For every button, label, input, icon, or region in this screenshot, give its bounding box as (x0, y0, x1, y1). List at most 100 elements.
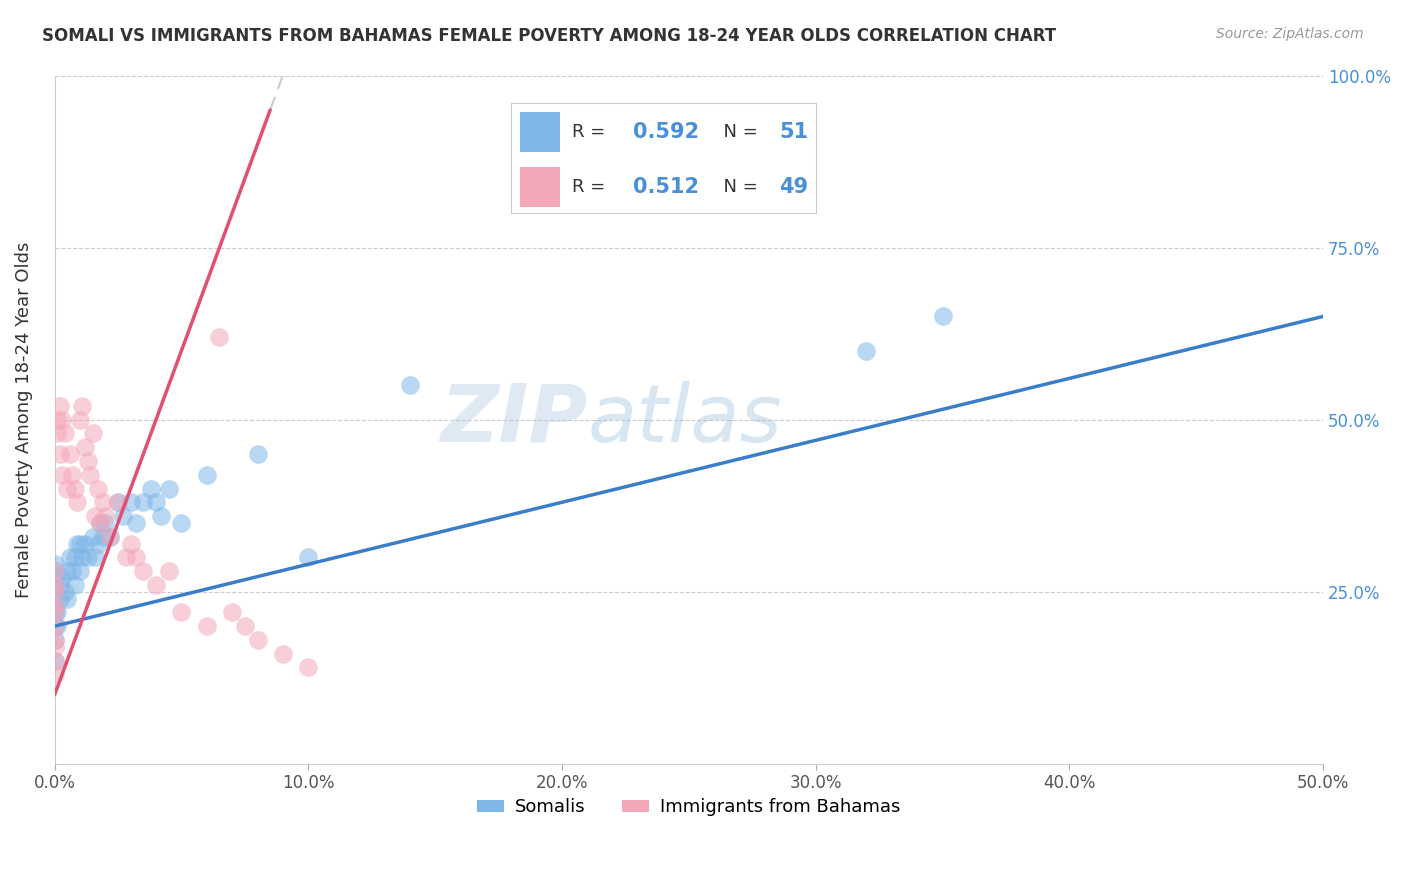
Legend: Somalis, Immigrants from Bahamas: Somalis, Immigrants from Bahamas (470, 791, 907, 823)
Point (44, 654, 66, 668)
Point (53, 584, 76, 599)
Point (73, 440, 96, 454)
Point (72, 399, 94, 413)
Point (84, 550, 107, 565)
Point (855, 343, 877, 358)
Point (139, 482, 162, 496)
Point (44, 584, 66, 599)
Point (233, 619, 256, 633)
Point (56, 564, 79, 578)
Point (44, 606, 66, 620)
Point (44, 578, 66, 592)
Point (86, 482, 108, 496)
Point (114, 550, 136, 565)
Point (79, 467, 101, 482)
Point (53, 426, 76, 441)
Point (76, 550, 98, 565)
Point (112, 509, 135, 524)
Point (44, 584, 66, 599)
Point (59, 550, 82, 565)
Point (44, 632, 66, 647)
Point (56, 591, 79, 606)
Point (44, 606, 66, 620)
Point (46, 619, 69, 633)
Point (63, 550, 86, 565)
Point (56, 482, 79, 496)
Point (44, 564, 66, 578)
Point (94, 509, 117, 524)
Point (208, 330, 231, 344)
Point (82, 530, 104, 544)
Point (246, 632, 269, 647)
Point (60, 467, 83, 482)
Point (145, 578, 167, 592)
Point (46, 412, 69, 426)
Point (44, 578, 66, 592)
Point (44, 619, 66, 633)
Point (297, 660, 319, 674)
Point (931, 310, 953, 324)
Point (84, 509, 107, 524)
Point (150, 509, 173, 524)
Text: ZIP: ZIP (440, 381, 588, 458)
Point (44, 571, 66, 585)
Point (48, 578, 70, 592)
Point (246, 447, 269, 461)
Point (63, 482, 86, 496)
Point (98, 530, 121, 544)
Point (98, 530, 121, 544)
Point (170, 606, 193, 620)
Point (48, 447, 70, 461)
Point (398, 378, 420, 392)
Point (132, 495, 155, 509)
Point (221, 606, 243, 620)
Text: atlas: atlas (588, 381, 782, 458)
Point (91, 495, 114, 509)
Point (44, 619, 66, 633)
Point (69, 412, 91, 426)
Point (89, 516, 111, 530)
Point (73, 536, 96, 550)
Point (44, 599, 66, 613)
Point (69, 536, 91, 550)
Point (44, 599, 66, 613)
Point (48, 591, 70, 606)
Point (51, 467, 73, 482)
Point (44, 564, 66, 578)
Point (120, 536, 142, 550)
Point (107, 495, 129, 509)
Point (51, 571, 73, 585)
Point (60, 564, 83, 578)
Point (44, 654, 66, 668)
Point (72, 550, 94, 565)
Point (89, 516, 111, 530)
Point (195, 467, 218, 482)
Point (157, 564, 180, 578)
Point (46, 426, 69, 441)
Point (44, 558, 66, 572)
Point (94, 516, 117, 530)
Point (44, 640, 66, 654)
Point (107, 495, 129, 509)
Point (44, 632, 66, 647)
Point (120, 495, 142, 509)
Point (76, 454, 98, 468)
Point (271, 647, 294, 661)
Point (66, 536, 89, 550)
Y-axis label: Female Poverty Among 18-24 Year Olds: Female Poverty Among 18-24 Year Olds (15, 242, 32, 598)
Point (69, 564, 91, 578)
Point (48, 399, 70, 413)
Point (125, 550, 148, 565)
Point (51, 412, 73, 426)
Point (63, 578, 86, 592)
Point (157, 482, 180, 496)
Point (44, 667, 66, 681)
Point (66, 495, 89, 509)
Text: Source: ZipAtlas.com: Source: ZipAtlas.com (1216, 27, 1364, 41)
Point (132, 564, 155, 578)
Point (297, 550, 319, 565)
Point (125, 516, 148, 530)
Text: SOMALI VS IMMIGRANTS FROM BAHAMAS FEMALE POVERTY AMONG 18-24 YEAR OLDS CORRELATI: SOMALI VS IMMIGRANTS FROM BAHAMAS FEMALE… (42, 27, 1056, 45)
Point (59, 447, 82, 461)
Point (46, 606, 69, 620)
